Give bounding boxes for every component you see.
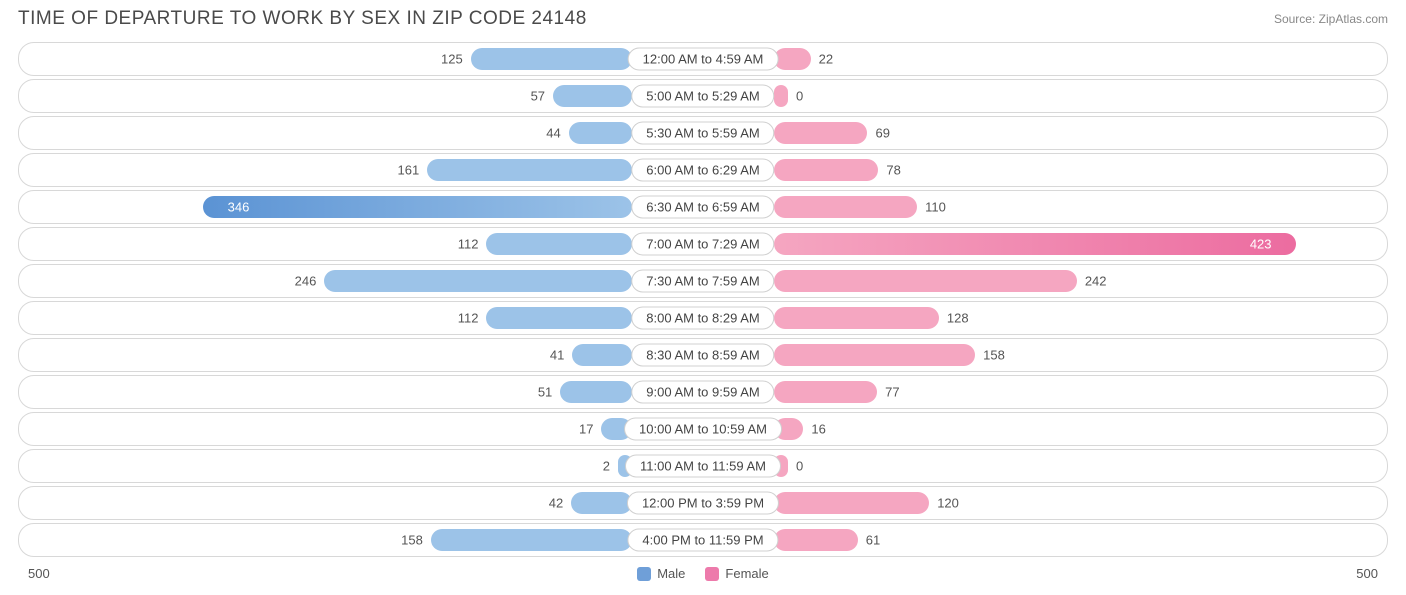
chart-row: 5:00 AM to 5:29 AM 57 0 [18,79,1388,113]
male-value: 44 [546,126,560,141]
male-bar [572,344,632,366]
female-value: 22 [819,52,833,67]
female-bar [774,381,877,403]
female-bar [774,159,878,181]
female-bar [774,344,975,366]
chart-row: 7:00 AM to 7:29 AM 112 423 [18,227,1388,261]
female-value: 423 [1250,237,1272,252]
chart-row: 6:30 AM to 6:59 AM 346 110 [18,190,1388,224]
row-label: 6:30 AM to 6:59 AM [631,196,774,219]
female-value: 77 [885,385,899,400]
axis-max-left: 500 [28,566,50,581]
female-bar [774,492,929,514]
page-title: TIME OF DEPARTURE TO WORK BY SEX IN ZIP … [18,8,587,30]
male-value: 41 [550,348,564,363]
row-label: 7:30 AM to 7:59 AM [631,270,774,293]
row-label: 8:00 AM to 8:29 AM [631,307,774,330]
legend-item-male: Male [637,566,685,581]
female-bar [774,307,939,329]
chart-row: 11:00 AM to 11:59 AM 2 0 [18,449,1388,483]
row-label: 9:00 AM to 9:59 AM [631,381,774,404]
female-bar [774,196,917,218]
male-value: 2 [603,459,610,474]
legend-female-label: Female [725,566,768,581]
male-bar [486,307,632,329]
male-value: 112 [458,311,479,326]
female-bar [774,122,867,144]
female-value: 128 [947,311,969,326]
male-value: 161 [398,163,420,178]
male-value: 42 [549,496,563,511]
chart-row: 12:00 PM to 3:59 PM 42 120 [18,486,1388,520]
female-swatch [705,567,719,581]
male-value: 57 [531,89,545,104]
legend-male-label: Male [657,566,685,581]
female-value: 158 [983,348,1005,363]
female-value: 242 [1085,274,1107,289]
male-bar [553,85,632,107]
chart-footer: 500 Male Female 500 [0,560,1406,581]
male-value: 346 [228,200,250,215]
row-label: 8:30 AM to 8:59 AM [631,344,774,367]
male-bar [203,196,632,218]
female-value: 78 [886,163,900,178]
male-swatch [637,567,651,581]
chart-row: 5:30 AM to 5:59 AM 44 69 [18,116,1388,150]
female-value: 0 [796,89,803,104]
legend: Male Female [637,566,769,581]
row-label: 11:00 AM to 11:59 AM [625,455,781,478]
male-bar [427,159,632,181]
female-bar [774,270,1077,292]
male-bar [471,48,632,70]
male-bar [569,122,632,144]
row-label: 7:00 AM to 7:29 AM [631,233,774,256]
female-value: 110 [925,200,946,215]
male-bar [324,270,632,292]
chart-row: 8:30 AM to 8:59 AM 41 158 [18,338,1388,372]
male-bar [560,381,632,403]
female-bar [774,529,858,551]
chart-row: 9:00 AM to 9:59 AM 51 77 [18,375,1388,409]
chart-row: 10:00 AM to 10:59 AM 17 16 [18,412,1388,446]
source-label: Source: ZipAtlas.com [1274,12,1388,26]
male-bar [486,233,632,255]
chart-row: 7:30 AM to 7:59 AM 246 242 [18,264,1388,298]
row-label: 5:30 AM to 5:59 AM [631,122,774,145]
female-value: 69 [875,126,889,141]
female-bar [774,233,1296,255]
row-label: 6:00 AM to 6:29 AM [631,159,774,182]
female-bar [774,85,788,107]
axis-max-right: 500 [1356,566,1378,581]
male-value: 125 [441,52,463,67]
row-label: 10:00 AM to 10:59 AM [624,418,782,441]
chart-row: 12:00 AM to 4:59 AM 125 22 [18,42,1388,76]
chart-row: 6:00 AM to 6:29 AM 161 78 [18,153,1388,187]
female-value: 61 [866,533,880,548]
chart-row: 8:00 AM to 8:29 AM 112 128 [18,301,1388,335]
female-value: 16 [811,422,825,437]
male-value: 246 [295,274,317,289]
row-label: 12:00 PM to 3:59 PM [627,492,779,515]
male-value: 17 [579,422,593,437]
female-value: 120 [937,496,959,511]
diverging-bar-chart: 12:00 AM to 4:59 AM 125 22 5:00 AM to 5:29 … [0,42,1406,557]
row-label: 5:00 AM to 5:29 AM [631,85,774,108]
male-bar [431,529,632,551]
chart-row: 4:00 PM to 11:59 PM 158 61 [18,523,1388,557]
male-value: 51 [538,385,552,400]
row-label: 4:00 PM to 11:59 PM [627,529,778,552]
legend-item-female: Female [705,566,768,581]
male-value: 158 [401,533,423,548]
male-bar [571,492,632,514]
row-label: 12:00 AM to 4:59 AM [628,48,779,71]
female-value: 0 [796,459,803,474]
female-bar [774,48,811,70]
male-value: 112 [458,237,479,252]
